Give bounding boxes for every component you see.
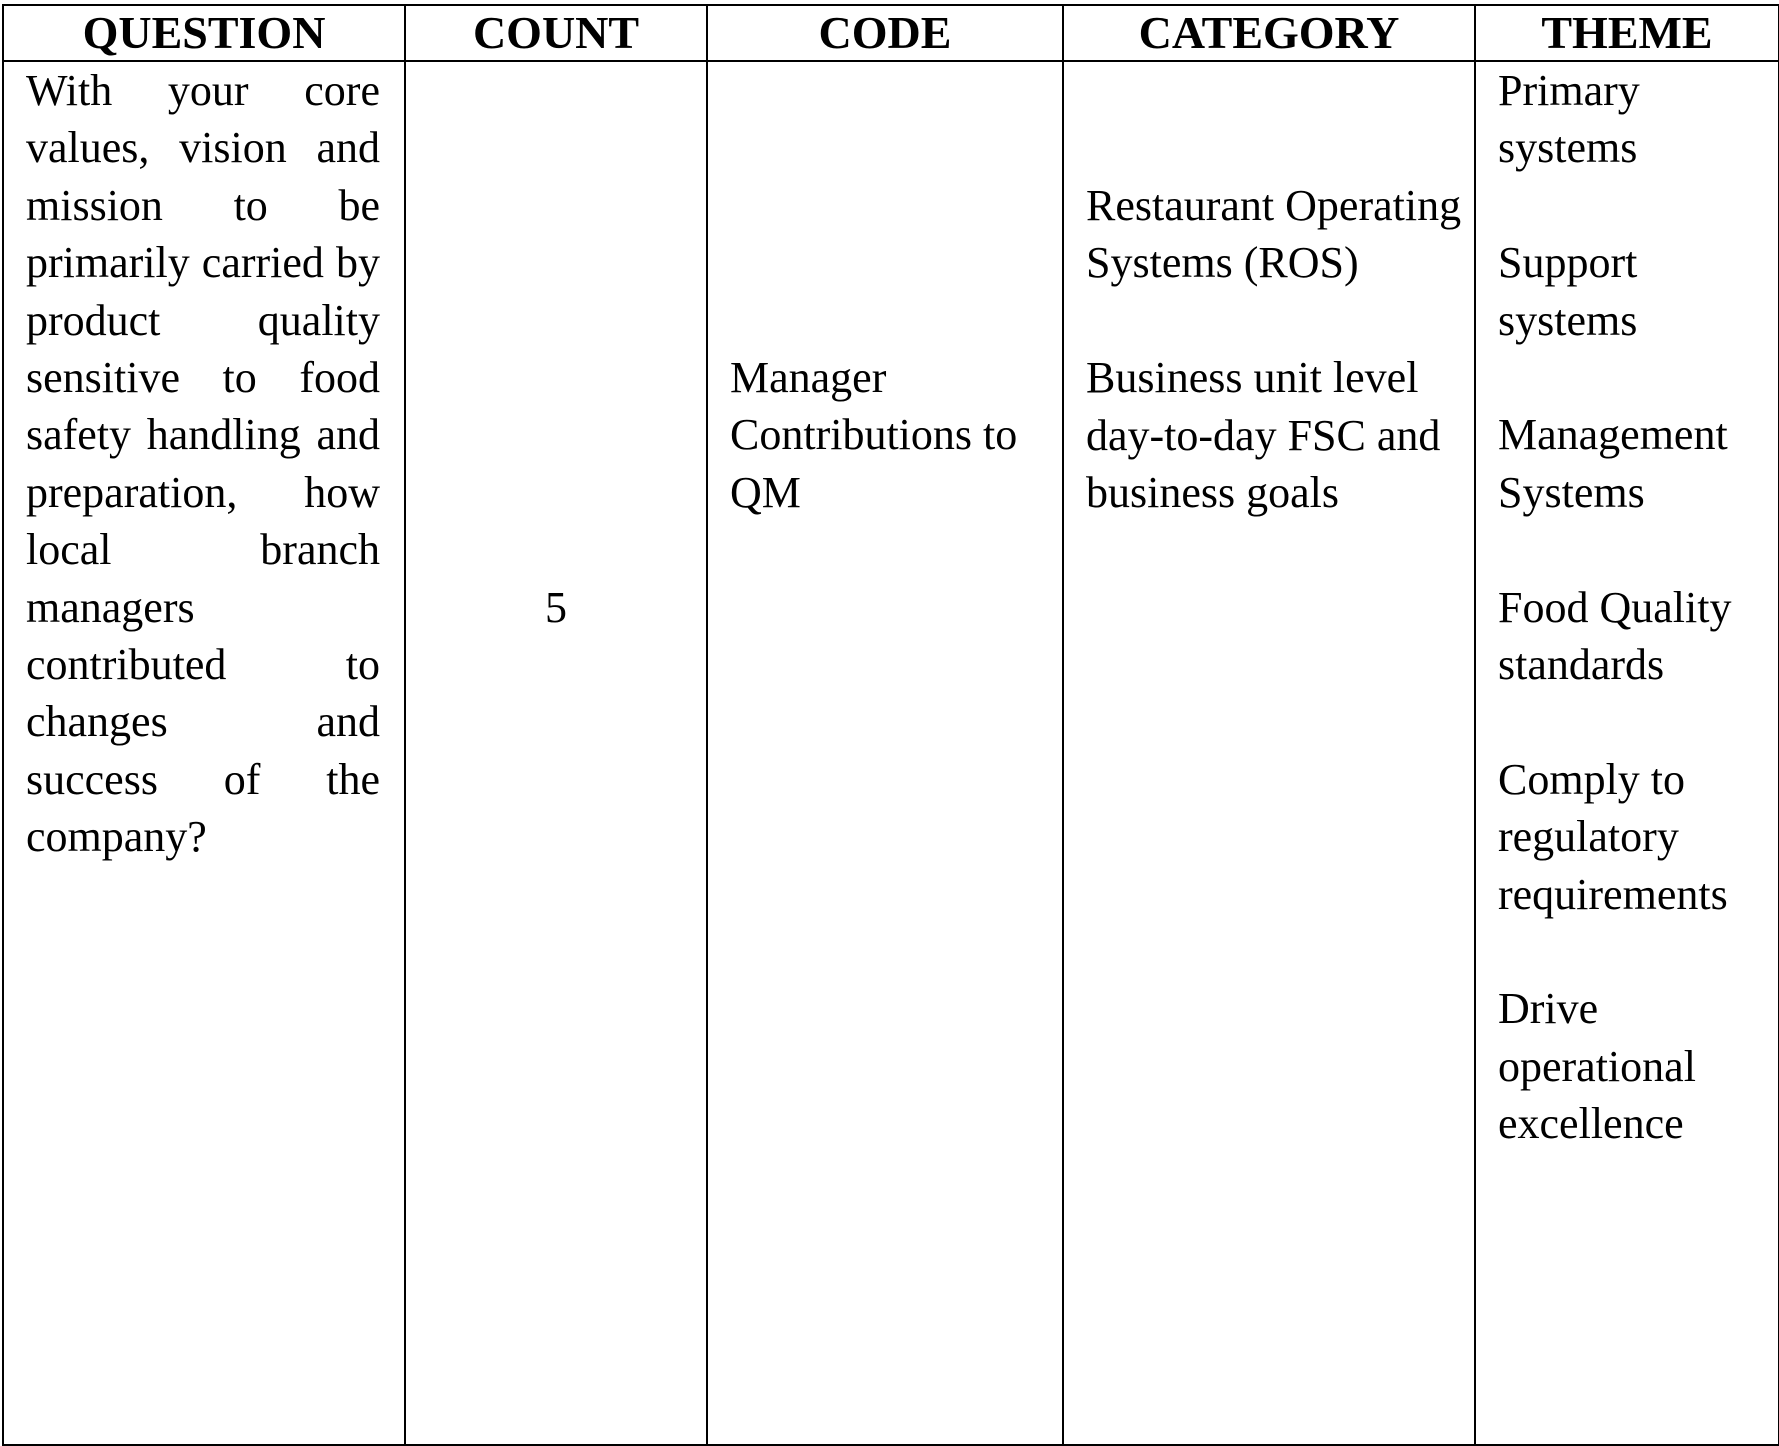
theme-item: Support systems — [1498, 238, 1638, 345]
header-row: QUESTION COUNT CODE CATEGORY THEME — [2, 4, 1779, 62]
theme-cell: Primary systems Support systems Manageme… — [1474, 60, 1779, 1446]
theme-item: Primary systems — [1498, 66, 1640, 173]
category-item: Business unit level day-to-day FSC and b… — [1086, 353, 1441, 518]
question-cell: With your core values, vision and missio… — [2, 60, 406, 1446]
theme-item: Management Systems — [1498, 410, 1728, 517]
category-cell: Restaurant Operating Systems (ROS) Busin… — [1062, 60, 1476, 1446]
header-theme: THEME — [1474, 4, 1779, 62]
theme-item: Food Quality standards — [1498, 582, 1732, 690]
code-cell: Manager Contributions to QM — [706, 60, 1064, 1446]
count-cell: 5 — [404, 60, 708, 1446]
header-question: QUESTION — [2, 4, 406, 62]
header-count: COUNT — [404, 4, 708, 62]
header-code: CODE — [706, 4, 1064, 62]
header-category: CATEGORY — [1062, 4, 1476, 62]
theme-item: Drive operational excellence — [1498, 984, 1696, 1149]
category-item: Restaurant Operating Systems (ROS) — [1086, 181, 1462, 288]
theme-item: Comply to regulatory requirements — [1498, 754, 1728, 919]
table-row: With your core values, vision and missio… — [2, 60, 1779, 1446]
coding-table: QUESTION COUNT CODE CATEGORY THEME With … — [2, 4, 1779, 1446]
